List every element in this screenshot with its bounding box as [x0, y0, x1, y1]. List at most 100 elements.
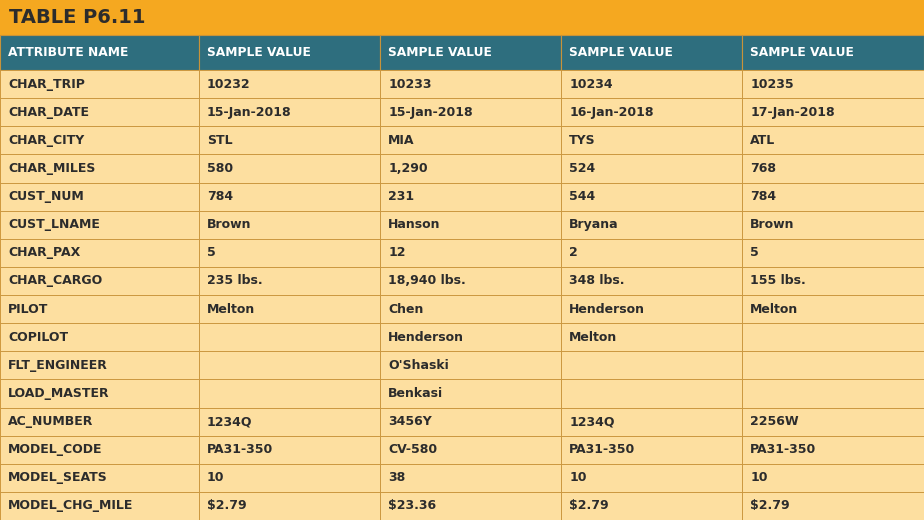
Bar [742, 70, 924, 98]
Text: Benkasi: Benkasi [388, 387, 444, 400]
Text: 5: 5 [207, 246, 215, 259]
Text: 784: 784 [207, 190, 233, 203]
Text: PILOT: PILOT [8, 303, 49, 316]
Text: Brown: Brown [207, 218, 251, 231]
Text: CHAR_PAX: CHAR_PAX [8, 246, 80, 259]
Text: 10235: 10235 [750, 77, 794, 90]
Text: Melton: Melton [207, 303, 255, 316]
Text: 10: 10 [569, 471, 587, 484]
Bar [742, 126, 924, 154]
Bar [199, 351, 380, 380]
Text: Bryana: Bryana [569, 218, 619, 231]
Text: 15-Jan-2018: 15-Jan-2018 [207, 106, 292, 119]
Text: CHAR_MILES: CHAR_MILES [8, 162, 96, 175]
Bar [199, 323, 380, 351]
Text: 768: 768 [750, 162, 776, 175]
Bar [380, 380, 561, 408]
Text: TABLE P6.11: TABLE P6.11 [9, 8, 146, 27]
Bar [380, 211, 561, 239]
Bar [561, 351, 742, 380]
Bar [0, 126, 199, 154]
Text: Chen: Chen [388, 303, 423, 316]
Text: CV-580: CV-580 [388, 443, 437, 456]
Text: CUST_NUM: CUST_NUM [8, 190, 84, 203]
Bar [199, 492, 380, 520]
Text: $2.79: $2.79 [569, 499, 609, 512]
Bar [561, 70, 742, 98]
Bar [742, 211, 924, 239]
Bar [380, 183, 561, 211]
Text: 784: 784 [750, 190, 776, 203]
Bar [561, 408, 742, 436]
Bar [380, 323, 561, 351]
Bar [561, 492, 742, 520]
Bar [380, 154, 561, 183]
Bar [742, 98, 924, 126]
Text: Melton: Melton [750, 303, 798, 316]
Text: Brown: Brown [750, 218, 795, 231]
Text: FLT_ENGINEER: FLT_ENGINEER [8, 359, 108, 372]
Text: CHAR_CITY: CHAR_CITY [8, 134, 85, 147]
Bar [199, 380, 380, 408]
Bar [199, 267, 380, 295]
Bar [0, 98, 199, 126]
Bar [0, 408, 199, 436]
Text: 231: 231 [388, 190, 414, 203]
Bar [0, 70, 199, 98]
Bar [561, 436, 742, 464]
Bar [380, 436, 561, 464]
Text: CUST_LNAME: CUST_LNAME [8, 218, 100, 231]
Bar [742, 380, 924, 408]
Text: $2.79: $2.79 [207, 499, 247, 512]
Bar [380, 464, 561, 492]
Text: $23.36: $23.36 [388, 499, 436, 512]
Bar [380, 98, 561, 126]
Text: 524: 524 [569, 162, 595, 175]
Bar [0, 492, 199, 520]
Text: 38: 38 [388, 471, 406, 484]
Bar [380, 492, 561, 520]
Text: PA31-350: PA31-350 [207, 443, 274, 456]
Bar [561, 239, 742, 267]
Bar [199, 295, 380, 323]
Bar [561, 380, 742, 408]
Text: 10: 10 [207, 471, 225, 484]
Bar [199, 239, 380, 267]
Bar [199, 408, 380, 436]
Text: 10: 10 [750, 471, 768, 484]
Text: Melton: Melton [569, 331, 617, 344]
Text: 235 lbs.: 235 lbs. [207, 275, 262, 288]
Bar [380, 267, 561, 295]
Text: MODEL_SEATS: MODEL_SEATS [8, 471, 108, 484]
Bar [380, 126, 561, 154]
Bar [742, 408, 924, 436]
Text: 1234Q: 1234Q [207, 415, 252, 428]
Bar [199, 211, 380, 239]
Text: MODEL_CHG_MILE: MODEL_CHG_MILE [8, 499, 134, 512]
Bar [561, 295, 742, 323]
Bar [742, 295, 924, 323]
Bar [742, 464, 924, 492]
Text: 12: 12 [388, 246, 406, 259]
Text: CHAR_TRIP: CHAR_TRIP [8, 77, 85, 90]
Text: 10233: 10233 [388, 77, 432, 90]
Text: SAMPLE VALUE: SAMPLE VALUE [388, 46, 492, 59]
Text: 16-Jan-2018: 16-Jan-2018 [569, 106, 653, 119]
Text: 155 lbs.: 155 lbs. [750, 275, 806, 288]
Bar [0, 267, 199, 295]
Text: 17-Jan-2018: 17-Jan-2018 [750, 106, 835, 119]
Bar [561, 183, 742, 211]
Bar [742, 323, 924, 351]
Bar [380, 70, 561, 98]
Bar [0, 183, 199, 211]
Bar [0, 295, 199, 323]
Text: SAMPLE VALUE: SAMPLE VALUE [750, 46, 854, 59]
Text: MODEL_CODE: MODEL_CODE [8, 443, 103, 456]
Bar [742, 436, 924, 464]
Text: AC_NUMBER: AC_NUMBER [8, 415, 93, 428]
Text: 580: 580 [207, 162, 233, 175]
Bar [199, 183, 380, 211]
Bar [199, 436, 380, 464]
Bar [380, 35, 561, 70]
Text: STL: STL [207, 134, 233, 147]
